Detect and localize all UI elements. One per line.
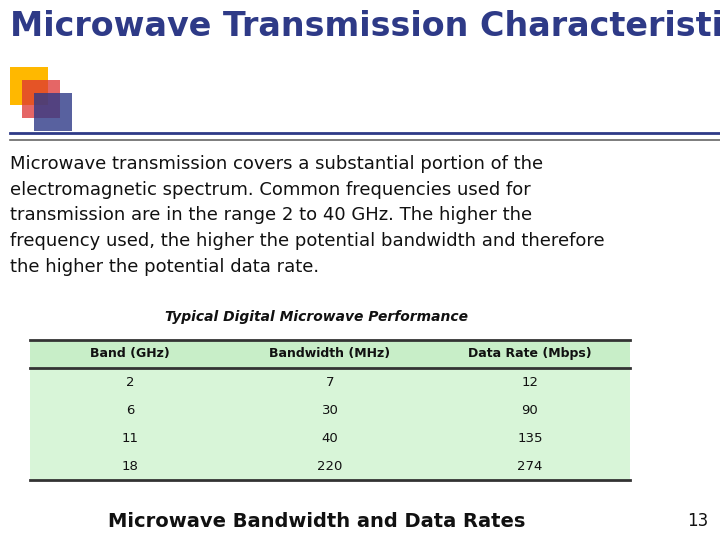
Bar: [22, 80, 60, 118]
Text: 40: 40: [322, 431, 338, 444]
Bar: [30, 340, 630, 368]
Text: Microwave transmission covers a substantial portion of the
electromagnetic spect: Microwave transmission covers a substant…: [10, 155, 605, 276]
Bar: [30, 452, 630, 480]
Text: 18: 18: [122, 460, 138, 472]
Text: 6: 6: [126, 403, 134, 416]
Text: 220: 220: [318, 460, 343, 472]
Text: 11: 11: [122, 431, 138, 444]
Bar: [30, 368, 630, 396]
Text: 30: 30: [322, 403, 338, 416]
Text: Data Rate (Mbps): Data Rate (Mbps): [468, 348, 592, 361]
Text: 90: 90: [521, 403, 539, 416]
Text: 13: 13: [687, 512, 708, 530]
Text: 135: 135: [517, 431, 543, 444]
Text: 12: 12: [521, 375, 539, 388]
Text: Microwave Bandwidth and Data Rates: Microwave Bandwidth and Data Rates: [108, 512, 526, 531]
Text: Microwave Transmission Characteristics: Microwave Transmission Characteristics: [10, 10, 720, 43]
Bar: [30, 424, 630, 452]
Bar: [34, 93, 72, 131]
Text: 274: 274: [517, 460, 543, 472]
Bar: [10, 67, 48, 105]
Text: 7: 7: [325, 375, 334, 388]
Bar: [30, 396, 630, 424]
Text: 2: 2: [126, 375, 134, 388]
Text: Band (GHz): Band (GHz): [90, 348, 170, 361]
Text: Typical Digital Microwave Performance: Typical Digital Microwave Performance: [166, 310, 468, 324]
Text: Bandwidth (MHz): Bandwidth (MHz): [269, 348, 390, 361]
